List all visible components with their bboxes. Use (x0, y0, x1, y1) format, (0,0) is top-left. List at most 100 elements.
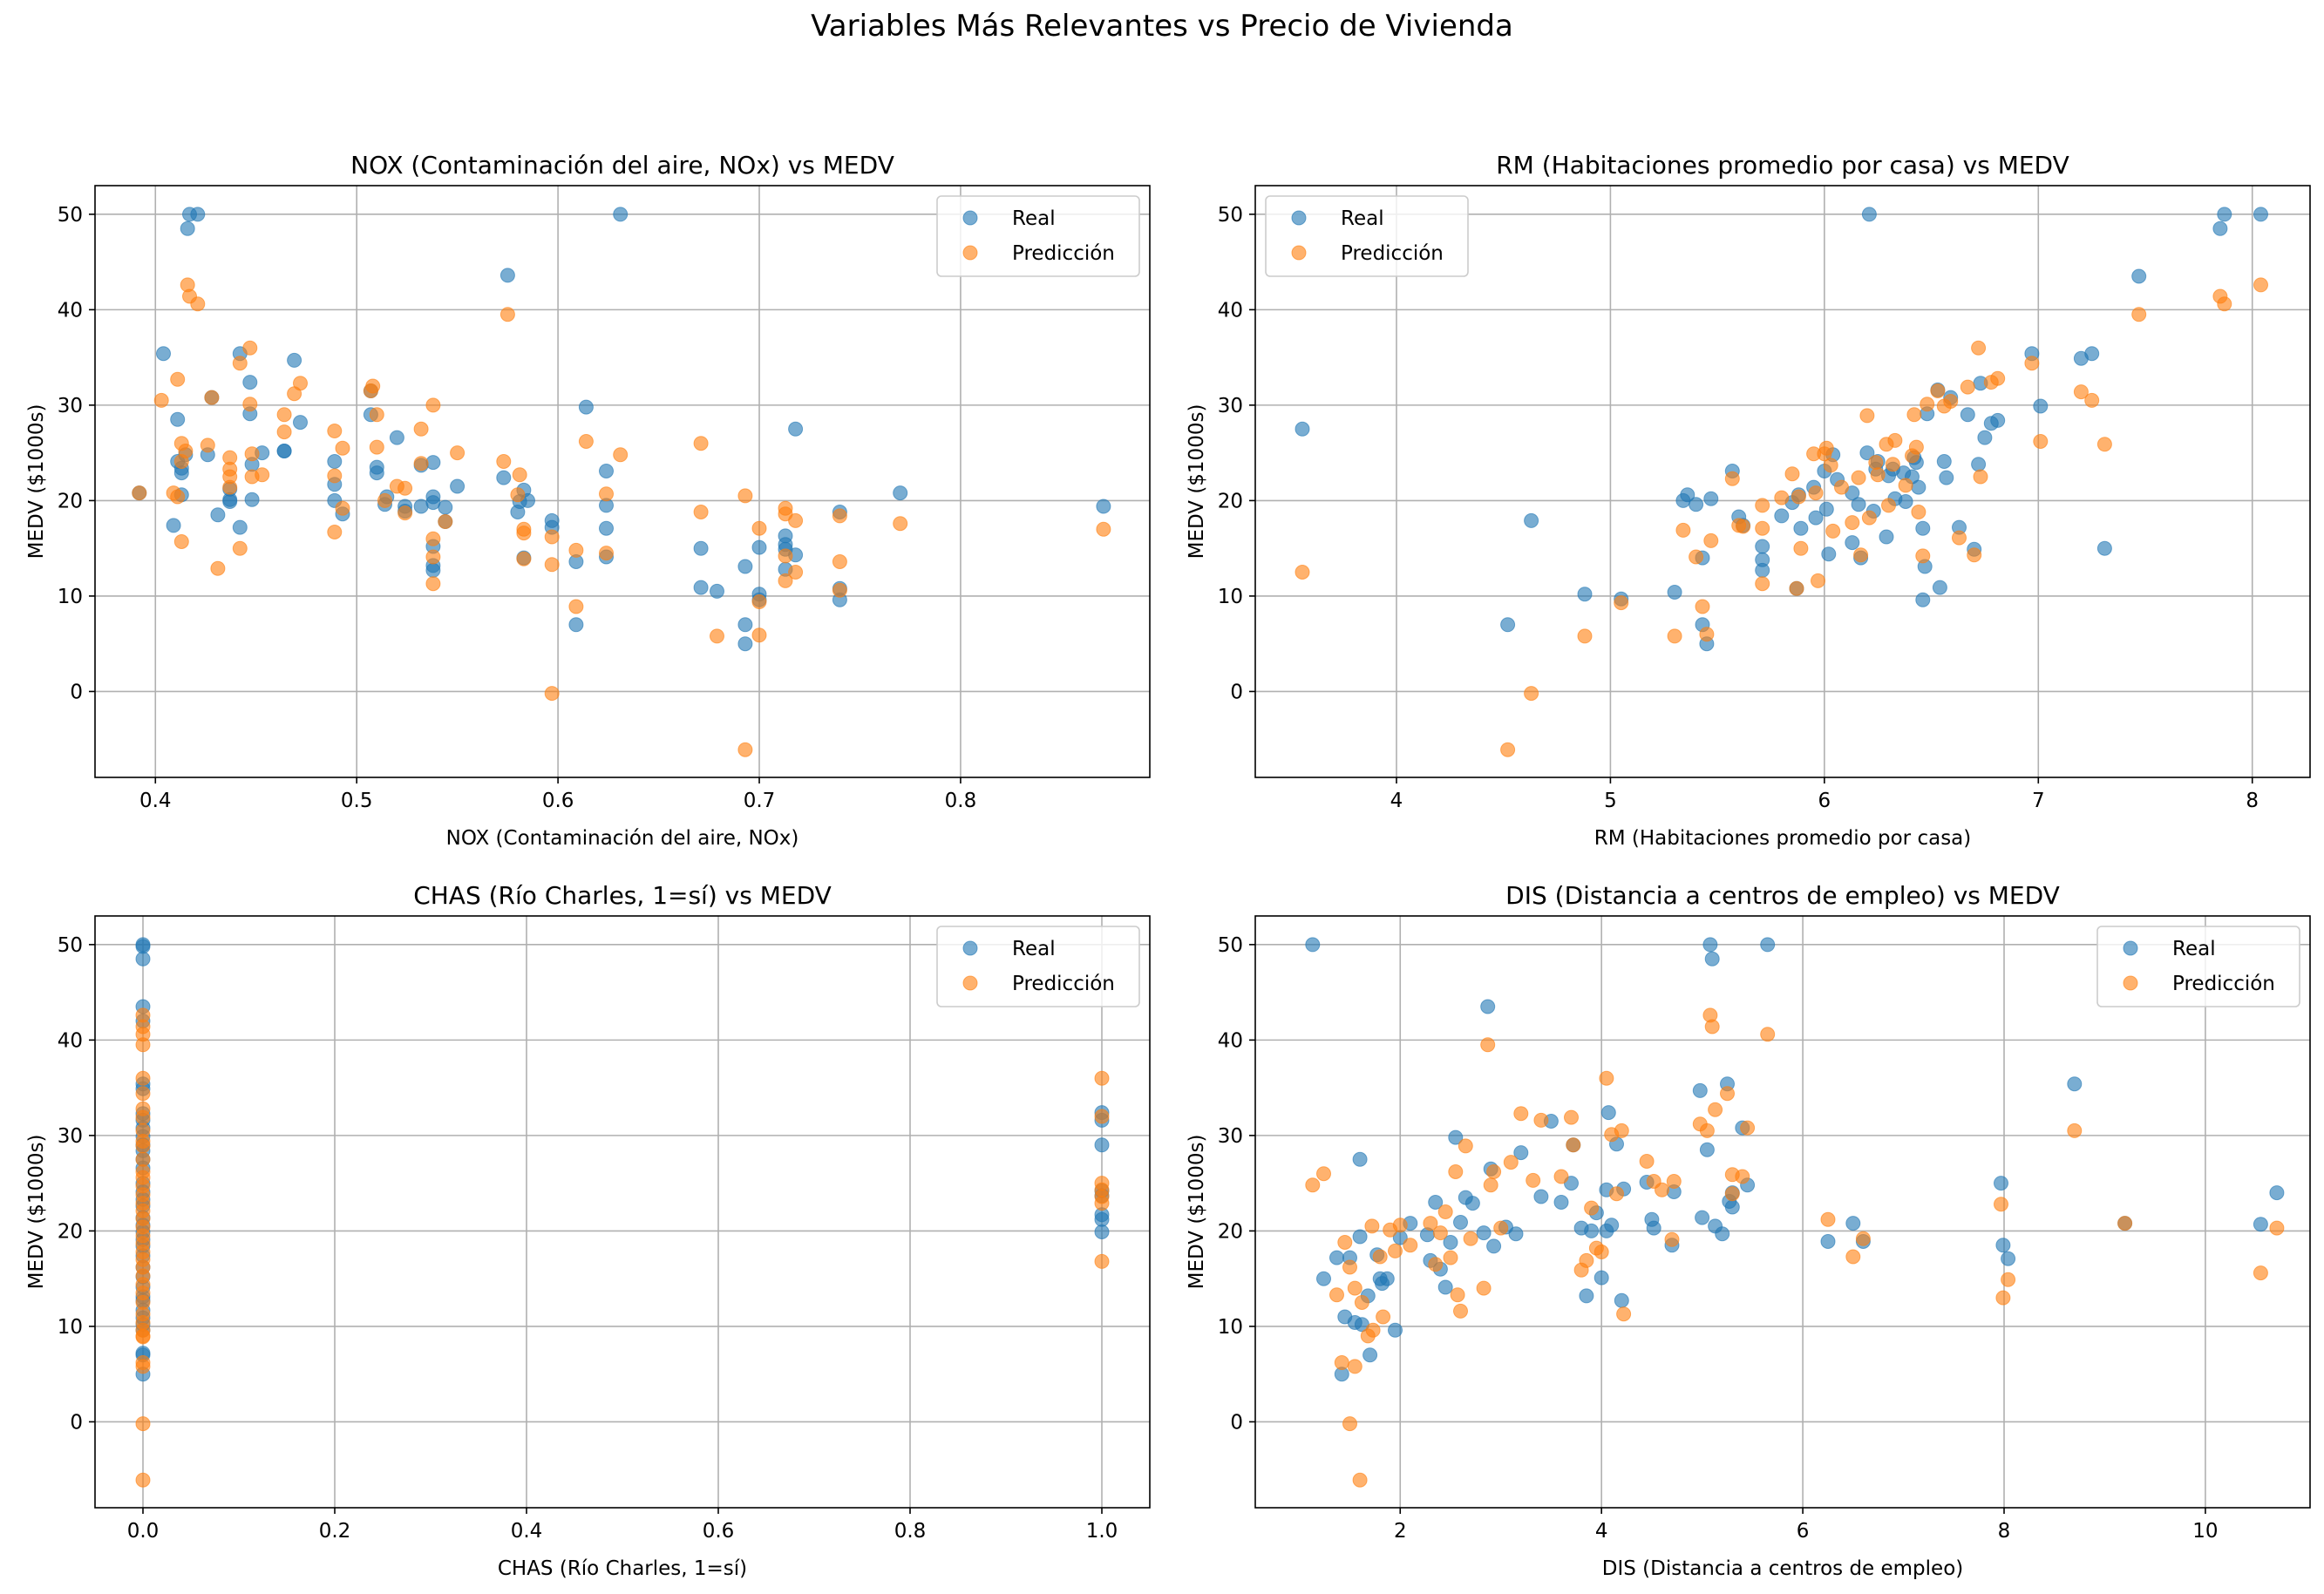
point-pred (1735, 1169, 1750, 1184)
point-pred (1699, 1123, 1715, 1138)
point-pred (1553, 1169, 1569, 1184)
point-real (578, 399, 594, 415)
point-pred (2253, 1265, 2268, 1281)
point-pred (2084, 392, 2100, 408)
point-pred (135, 1329, 151, 1345)
point-pred (1855, 1231, 1871, 1246)
point-pred (1476, 1280, 1492, 1296)
point-pred (1851, 470, 1866, 485)
point-pred (425, 576, 441, 592)
point-pred (1995, 1290, 2011, 1306)
point-real (1577, 587, 1593, 602)
point-pred (1566, 1137, 1581, 1153)
point-pred (244, 446, 260, 462)
point-pred (1695, 599, 1710, 614)
point-pred (413, 456, 429, 471)
point-pred (1755, 576, 1770, 592)
point-real (1932, 580, 1947, 595)
y-tick-label: 0 (70, 1411, 83, 1434)
point-real (1533, 1189, 1549, 1204)
point-pred (751, 627, 767, 643)
y-tick-label: 50 (1218, 204, 1243, 227)
point-real (1604, 1218, 1620, 1233)
x-tick-label: 7 (2032, 790, 2045, 812)
point-pred (1334, 1355, 1349, 1370)
x-tick-label: 8 (1998, 1520, 2011, 1543)
point-real (276, 444, 292, 458)
legend-marker-pred (962, 245, 978, 261)
y-tick-label: 40 (1218, 1029, 1243, 1052)
point-pred (2073, 384, 2089, 400)
legend: Real Predicción (2096, 926, 2300, 1007)
point-real (1316, 1271, 1331, 1286)
series-pred (1295, 277, 2268, 757)
point-pred (751, 594, 767, 609)
point-real (1818, 501, 1834, 517)
point-pred (369, 439, 384, 455)
point-pred (1994, 1197, 2008, 1212)
y-tick-label: 30 (1218, 1125, 1243, 1148)
point-real (2212, 220, 2228, 236)
point-pred (1392, 1218, 1408, 1233)
point-real (1845, 1216, 1861, 1231)
point-real (1699, 1142, 1715, 1157)
x-tick-label: 0.4 (511, 1520, 543, 1543)
point-pred (242, 340, 258, 356)
point-real (1428, 1195, 1444, 1210)
point-real (1443, 1235, 1458, 1250)
legend-box (2096, 926, 2300, 1007)
point-pred (1789, 580, 1804, 596)
point-pred (1825, 523, 1841, 539)
y-axis-label: MEDV ($1000s) (25, 404, 48, 560)
point-pred (1898, 478, 1913, 493)
point-pred (1868, 455, 1884, 471)
subplot-title: CHAS (Río Charles, 1=sí) vs MEDV (413, 881, 832, 910)
point-pred (1885, 457, 1900, 472)
point-real (1695, 1210, 1710, 1225)
point-pred (832, 582, 847, 598)
point-pred (1834, 479, 1849, 495)
point-real (369, 465, 384, 481)
axes-frame (1254, 915, 2311, 1509)
point-pred (737, 742, 753, 757)
point-pred (135, 1070, 151, 1086)
point-pred (327, 525, 343, 539)
point-real (242, 375, 258, 390)
point-real (1352, 1229, 1368, 1245)
point-real (425, 562, 441, 578)
point-pred (398, 505, 413, 521)
point-pred (1736, 519, 1751, 534)
point-real (599, 464, 614, 478)
point-pred (1354, 1295, 1369, 1310)
point-pred (496, 454, 512, 469)
point-pred (544, 529, 560, 545)
y-tick-label: 10 (1218, 1316, 1243, 1339)
point-pred (1793, 540, 1809, 556)
point-real (1524, 512, 1539, 528)
point-real (1437, 1279, 1453, 1295)
y-tick-label: 10 (58, 1316, 83, 1339)
point-pred (512, 467, 527, 483)
point-pred (135, 1109, 151, 1125)
point-pred (135, 1086, 151, 1102)
point-pred (1639, 1154, 1655, 1169)
point-real (499, 268, 515, 283)
point-pred (693, 436, 709, 451)
point-real (710, 583, 724, 599)
point-pred (1811, 573, 1825, 588)
point-pred (135, 1359, 151, 1374)
point-real (1448, 1129, 1464, 1145)
point-real (1995, 1238, 2011, 1253)
point-pred (1448, 1164, 1464, 1179)
point-pred (1906, 407, 1922, 423)
x-tick-label: 6 (1818, 790, 1831, 812)
point-real (1793, 520, 1809, 536)
legend-label-real: Real (1012, 938, 1056, 960)
point-real (166, 518, 181, 533)
point-real (2253, 1217, 2268, 1232)
subplot-3: 0.0 0.2 0.4 0.6 0.8 1.0 0 10 20 30 40 50 CHAS (Río C… (25, 881, 1151, 1580)
point-pred (1667, 628, 1682, 644)
point-real (1915, 520, 1931, 536)
point-real (737, 636, 753, 652)
